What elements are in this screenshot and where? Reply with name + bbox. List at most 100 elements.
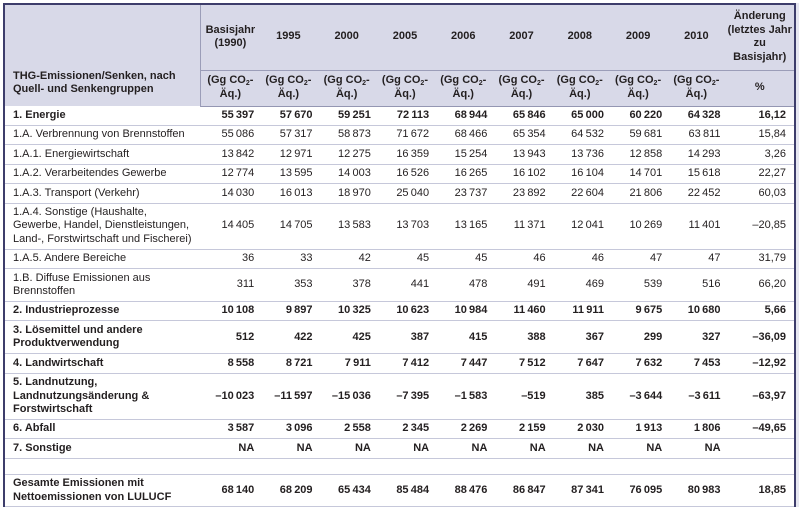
- value-cell: 64 328: [667, 106, 726, 126]
- value-cell: 367: [550, 320, 609, 354]
- row-label: Gesamte Emissionen mit Nettoemissionen v…: [4, 473, 201, 507]
- value-cell: 8 558: [200, 353, 260, 374]
- value-cell: 71 672: [375, 124, 435, 145]
- change-cell: –20,85: [725, 202, 795, 250]
- value-cell: –3 644: [608, 372, 668, 420]
- value-cell: 21 806: [608, 183, 668, 204]
- value-cell: 15 254: [434, 144, 493, 165]
- value-cell: 68 209: [259, 473, 318, 507]
- value-cell: 10 108: [200, 300, 260, 321]
- value-cell: 16 013: [259, 183, 318, 204]
- year-column-header: 2005: [375, 4, 435, 71]
- value-cell: 299: [608, 320, 668, 354]
- value-cell: 33: [259, 248, 318, 269]
- value-cell: 72 113: [375, 106, 435, 126]
- value-cell: NA: [550, 438, 609, 459]
- value-cell: 13 165: [434, 202, 493, 250]
- change-cell: 18,85: [725, 473, 795, 507]
- row-label: 1.A.4. Sonstige (Haushalte, Gewerbe, Han…: [4, 202, 201, 250]
- value-cell: 11 401: [667, 202, 726, 250]
- value-cell: 7 447: [434, 353, 493, 374]
- value-cell: 13 943: [492, 144, 551, 165]
- value-cell: 441: [375, 268, 435, 302]
- value-cell: NA: [200, 438, 260, 459]
- co2-subscript: 2: [420, 80, 425, 88]
- value-cell: 13 583: [317, 202, 376, 250]
- table-row: 1.A.1. Energiewirtschaft 13 842 12 971 12 2…: [4, 144, 795, 165]
- value-cell: 10 623: [375, 300, 435, 321]
- row-label: 3. Lösemittel und andere Produktverwendu…: [4, 320, 201, 354]
- value-cell: 22 604: [550, 183, 609, 204]
- row-label: 1.A.1. Energiewirtschaft: [4, 144, 201, 165]
- change-cell: 3,26: [725, 144, 795, 165]
- value-cell: 64 532: [550, 124, 609, 145]
- year-column-header: 2000: [317, 4, 376, 71]
- value-cell: 18 970: [317, 183, 376, 204]
- value-cell: 16 526: [375, 163, 435, 184]
- table-row: 5. Landnutzung, Landnutzungsänderung & F…: [4, 372, 795, 420]
- percent-header: %: [725, 70, 795, 107]
- value-cell: NA: [259, 438, 318, 459]
- value-cell: 2 159: [492, 418, 551, 439]
- value-cell: 13 736: [550, 144, 609, 165]
- value-cell: –7 395: [375, 372, 435, 420]
- value-cell: 311: [200, 268, 260, 302]
- value-cell: 512: [200, 320, 260, 354]
- unit-header-row: (Gg CO2- Äq.) (Gg CO2- Äq.) (Gg CO2- Äq.) (Gg …: [4, 70, 795, 107]
- value-cell: 45: [375, 248, 435, 269]
- value-cell: 7 412: [375, 353, 435, 374]
- value-cell: 76 095: [608, 473, 668, 507]
- spacer-row: [4, 457, 795, 475]
- value-cell: 387: [375, 320, 435, 354]
- change-column-header: Änderung (letztes Jahr zu Basisjahr): [725, 4, 795, 71]
- year-header-row: THG-Emissionen/Senken, nach Quell- und S…: [4, 4, 795, 106]
- unit-header: (Gg CO2- Äq.): [317, 70, 376, 107]
- value-cell: 14 030: [200, 183, 260, 204]
- value-cell: 42: [317, 248, 376, 269]
- value-cell: 7 632: [608, 353, 668, 374]
- value-cell: 60 220: [608, 106, 668, 126]
- value-cell: 12 041: [550, 202, 609, 250]
- value-cell: 16 104: [550, 163, 609, 184]
- table-row: 1.B. Diffuse Emissionen aus Brennstoffen…: [4, 268, 795, 302]
- value-cell: 9 897: [259, 300, 318, 321]
- value-cell: 14 705: [259, 202, 318, 250]
- emissions-table: THG-Emissionen/Senken, nach Quell- und S…: [3, 3, 796, 507]
- table-container: THG-Emissionen/Senken, nach Quell- und S…: [3, 3, 796, 507]
- co2-subscript: 2: [478, 80, 483, 88]
- unit-header: (Gg CO2- Äq.): [667, 70, 726, 107]
- value-cell: 425: [317, 320, 376, 354]
- table-row: 1. Energie 55 397 57 670 59 251 72 113 68 944…: [4, 106, 795, 126]
- table-row: 6. Abfall 3 587 3 096 2 558 2 345 2 269 2 159 2…: [4, 418, 795, 439]
- value-cell: 1 913: [608, 418, 668, 439]
- value-cell: NA: [317, 438, 376, 459]
- value-cell: 7 911: [317, 353, 376, 374]
- change-cell: 5,66: [725, 300, 795, 321]
- value-cell: 55 397: [200, 106, 260, 126]
- change-cell: –49,65: [725, 418, 795, 439]
- value-cell: 57 317: [259, 124, 318, 145]
- change-cell: –36,09: [725, 320, 795, 354]
- year-column-header: 2008: [550, 4, 609, 71]
- change-cell: 15,84: [725, 124, 795, 145]
- value-cell: 10 680: [667, 300, 726, 321]
- value-cell: 65 000: [550, 106, 609, 126]
- co2-subscript: 2: [536, 80, 541, 88]
- value-cell: –11 597: [259, 372, 318, 420]
- value-cell: 2 030: [550, 418, 609, 439]
- value-cell: 65 354: [492, 124, 551, 145]
- co2-subscript: 2: [653, 80, 658, 88]
- value-cell: 59 681: [608, 124, 668, 145]
- value-cell: 2 558: [317, 418, 376, 439]
- table-body: 1. Energie 55 397 57 670 59 251 72 113 68 944…: [4, 106, 795, 507]
- change-cell: 31,79: [725, 248, 795, 269]
- value-cell: 3 587: [200, 418, 260, 439]
- value-cell: 3 096: [259, 418, 318, 439]
- value-cell: NA: [667, 438, 726, 459]
- row-label: 7. Sonstige: [4, 438, 201, 459]
- change-cell: 22,27: [725, 163, 795, 184]
- row-group-header: THG-Emissionen/Senken, nach Quell- und S…: [4, 4, 202, 106]
- value-cell: 12 774: [200, 163, 260, 184]
- table-row: 3. Lösemittel und andere Produktverwendu…: [4, 320, 795, 354]
